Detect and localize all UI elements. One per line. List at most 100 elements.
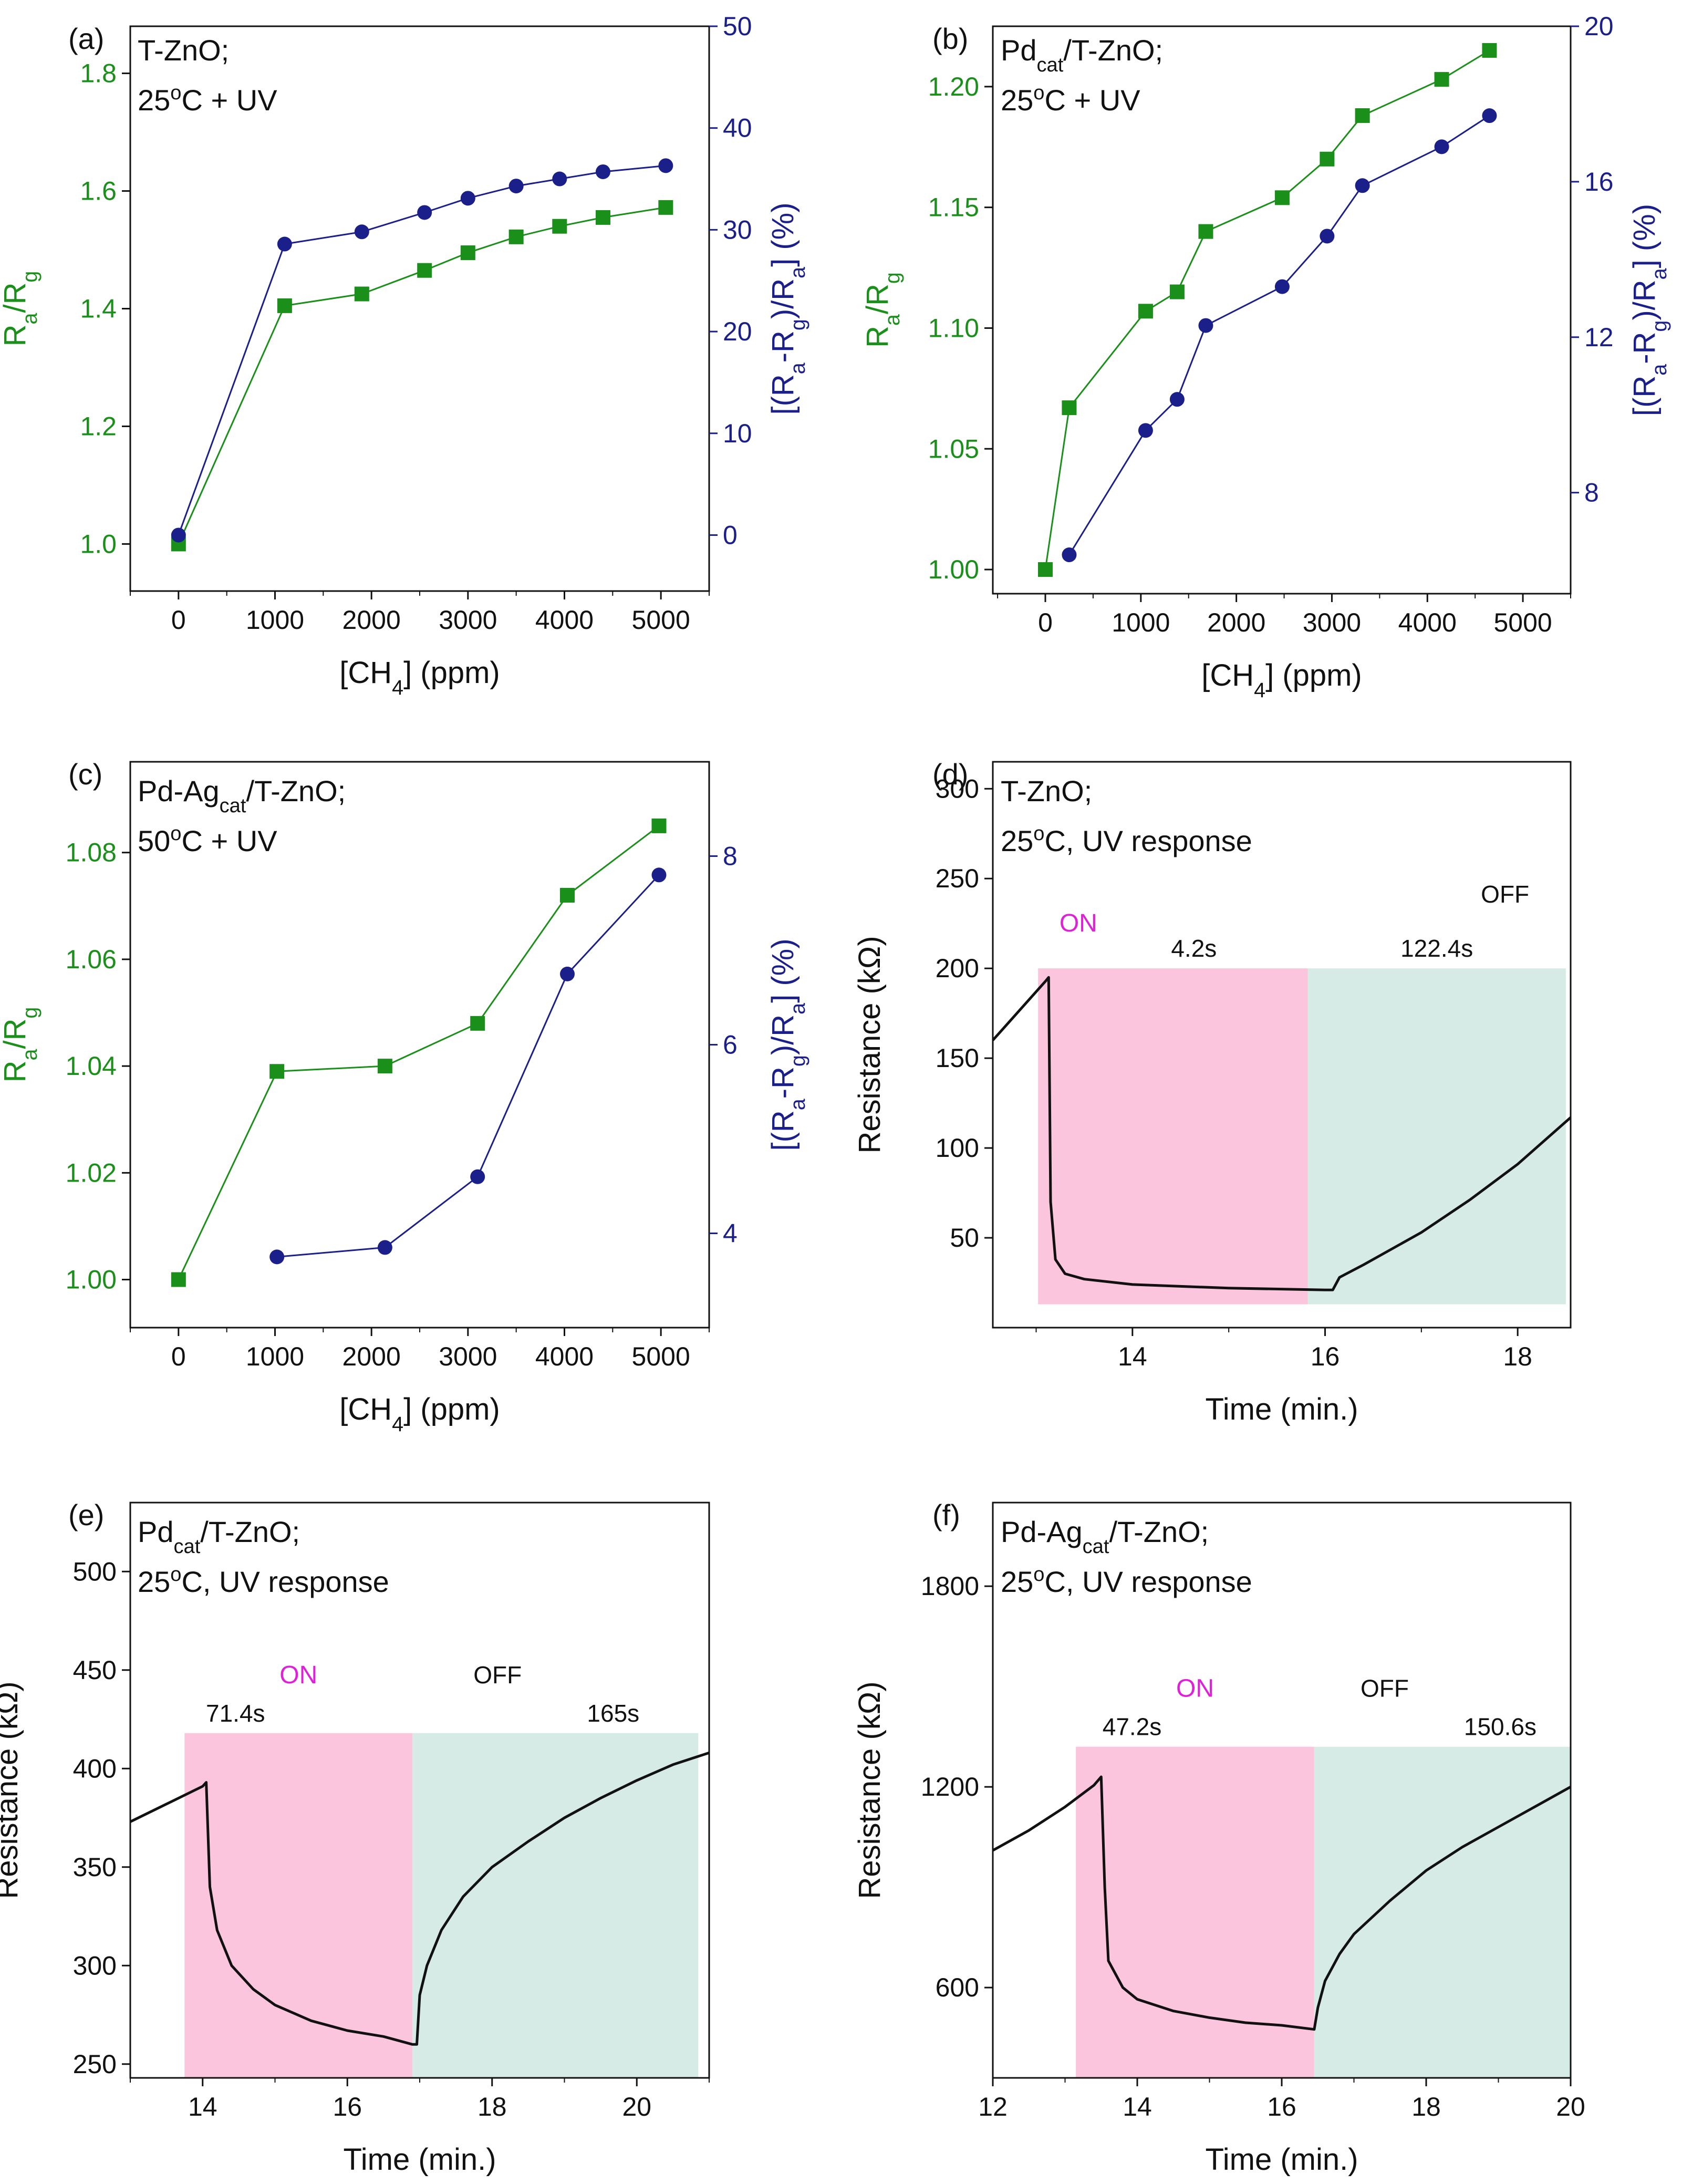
x-tick-label: 20 bbox=[1556, 2092, 1585, 2121]
data-point-square bbox=[460, 245, 475, 261]
on-time-label: 47.2s bbox=[1103, 1713, 1162, 1741]
x-tick-label: 16 bbox=[333, 2092, 362, 2121]
data-point-circle bbox=[1482, 108, 1497, 123]
y2-axis-title: [(Ra-Rg)/Ra] (%) bbox=[1627, 204, 1671, 416]
y2-tick-label: 30 bbox=[723, 215, 752, 244]
x-tick-label: 5000 bbox=[632, 1342, 690, 1371]
x-tick-label: 16 bbox=[1311, 1342, 1340, 1371]
panel-letter: (c) bbox=[68, 758, 102, 791]
data-point-circle bbox=[171, 527, 186, 543]
data-point-circle bbox=[1062, 547, 1077, 563]
data-point-circle bbox=[1198, 318, 1213, 333]
data-point-circle bbox=[1355, 178, 1370, 193]
info-line: 25oC, UV response bbox=[1001, 1564, 1252, 1598]
info-line: Pdcat/T-ZnO; bbox=[138, 1515, 300, 1558]
chart-panel-3: 0 1000 2000 3000 4000 5000 1.00 1.02 1.04 1.06 1.0… bbox=[0, 758, 809, 1436]
x-tick-label: 4000 bbox=[535, 605, 594, 635]
on-label: ON bbox=[1060, 909, 1097, 937]
panel-letter: (b) bbox=[932, 22, 968, 55]
off-label: OFF bbox=[1361, 1675, 1409, 1702]
x-tick-label: 1000 bbox=[1112, 608, 1170, 637]
data-point-square bbox=[1320, 151, 1335, 167]
data-point-circle bbox=[1434, 139, 1449, 154]
y2-tick-label: 6 bbox=[723, 1030, 738, 1060]
x-tick-label: 3000 bbox=[1303, 608, 1361, 637]
data-point-square bbox=[1062, 400, 1077, 416]
series-line-square bbox=[1044, 49, 1490, 570]
y2-tick-label: 20 bbox=[723, 317, 752, 346]
panel-letter: (e) bbox=[68, 1498, 104, 1531]
series-line-resistance bbox=[992, 976, 1572, 1291]
on-label: ON bbox=[279, 1661, 317, 1689]
on-region bbox=[184, 1733, 413, 2078]
y2-tick-label: 40 bbox=[723, 113, 752, 143]
y-tick-label: 50 bbox=[950, 1223, 979, 1253]
y-axis-title: Resistance (kΩ) bbox=[0, 1681, 24, 1899]
data-point-circle bbox=[658, 158, 673, 173]
data-point-square bbox=[1138, 304, 1153, 319]
off-region bbox=[1314, 1746, 1571, 2078]
data-point-circle bbox=[1169, 392, 1185, 407]
info-line: T-ZnO; bbox=[1001, 774, 1092, 808]
x-tick-label: 3000 bbox=[439, 605, 497, 635]
data-point-square bbox=[417, 263, 432, 278]
y-tick-label: 1.4 bbox=[80, 294, 117, 324]
data-point-circle bbox=[377, 1240, 392, 1255]
y-tick-label: 1.05 bbox=[928, 434, 979, 463]
y-axis-title: Ra/Rg bbox=[860, 272, 904, 348]
y-tick-label: 1.00 bbox=[66, 1265, 117, 1295]
y-tick-label: 500 bbox=[73, 1557, 117, 1586]
data-point-circle bbox=[560, 966, 575, 981]
x-tick-label: 5000 bbox=[632, 605, 690, 635]
off-label: OFF bbox=[473, 1661, 522, 1689]
data-point-circle bbox=[1274, 279, 1290, 294]
data-point-circle bbox=[470, 1169, 485, 1184]
y-tick-label: 300 bbox=[936, 774, 979, 803]
y2-tick-label: 4 bbox=[723, 1219, 738, 1248]
x-tick-label: 14 bbox=[1118, 1342, 1147, 1371]
info-line: Pdcat/T-ZnO; bbox=[1001, 34, 1163, 76]
info-line: Pd-Agcat/T-ZnO; bbox=[138, 774, 346, 817]
plot-frame bbox=[992, 761, 1572, 1329]
y-tick-label: 1.08 bbox=[66, 838, 117, 867]
off-region bbox=[412, 1733, 699, 2078]
y-tick-label: 1.00 bbox=[928, 555, 979, 584]
info-line: Pd-Agcat/T-ZnO; bbox=[1001, 1515, 1209, 1558]
x-tick-label: 18 bbox=[477, 2092, 507, 2121]
series-line-resistance bbox=[129, 1751, 710, 2046]
y-tick-label: 1.04 bbox=[66, 1051, 117, 1081]
data-point-circle bbox=[1320, 229, 1335, 244]
series-line-circle bbox=[277, 874, 660, 1258]
on-region bbox=[1076, 1746, 1314, 2078]
chart-panel-6: 12 14 16 18 20 600 1200 1800 Time (min.) Resistan… bbox=[853, 1498, 1585, 2177]
y2-tick-label: 50 bbox=[723, 12, 752, 41]
data-point-circle bbox=[277, 236, 292, 252]
y-axis-title: Ra/Rg bbox=[0, 1007, 41, 1083]
y-tick-label: 1.06 bbox=[66, 945, 117, 974]
y-tick-label: 1.02 bbox=[66, 1158, 117, 1187]
data-point-circle bbox=[460, 191, 475, 206]
x-axis-title: [CH4] (ppm) bbox=[1201, 658, 1362, 702]
info-line: 50oC + UV bbox=[138, 823, 277, 857]
plot-frame bbox=[992, 25, 1572, 595]
series-line-square bbox=[178, 206, 666, 545]
x-tick-label: 0 bbox=[171, 605, 186, 635]
panel-letter: (a) bbox=[68, 22, 104, 55]
x-tick-label: 14 bbox=[1123, 2092, 1152, 2121]
data-point-circle bbox=[1138, 423, 1153, 438]
y-tick-label: 200 bbox=[936, 954, 979, 983]
y-tick-label: 1.2 bbox=[80, 411, 117, 441]
x-tick-label: 18 bbox=[1503, 1342, 1532, 1371]
off-label: OFF bbox=[1481, 881, 1529, 908]
on-time-label: 71.4s bbox=[206, 1700, 265, 1727]
info-line: 25oC, UV response bbox=[1001, 823, 1252, 857]
x-tick-label: 3000 bbox=[439, 1342, 497, 1371]
y2-tick-label: 20 bbox=[1584, 12, 1614, 41]
y-tick-label: 250 bbox=[936, 864, 979, 893]
data-point-circle bbox=[595, 164, 610, 179]
y-tick-label: 300 bbox=[73, 1951, 117, 1980]
y-tick-label: 600 bbox=[936, 1973, 979, 2002]
data-point-square bbox=[269, 1064, 285, 1079]
x-tick-label: 0 bbox=[1038, 608, 1053, 637]
